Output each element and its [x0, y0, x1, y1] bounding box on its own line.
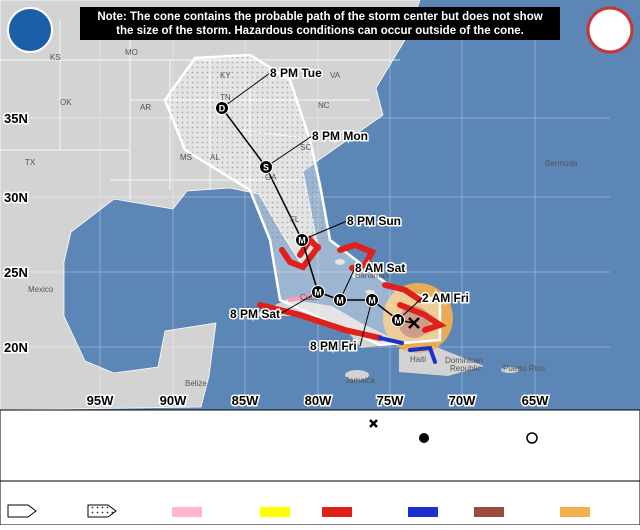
place-label: OK	[60, 98, 72, 107]
place-label: GA	[265, 173, 277, 182]
marker-letter: M	[298, 236, 306, 246]
place-label: Haiti	[410, 355, 426, 364]
place-label: KY	[220, 71, 231, 80]
place-label: VA	[330, 71, 341, 80]
time-label: 8 PM Mon	[312, 129, 368, 143]
forecast-marker	[215, 101, 229, 115]
marker-letter: M	[368, 296, 376, 306]
place-label: TX	[25, 158, 36, 167]
leader-line	[221, 72, 271, 109]
day45-icon	[87, 504, 117, 518]
time-label: 8 PM Sat	[230, 307, 280, 321]
place-label: MS	[180, 153, 192, 162]
marker-letter: M	[394, 316, 402, 326]
swatch	[408, 507, 438, 517]
swatch	[172, 507, 202, 517]
hispaniola	[399, 346, 484, 376]
place-label: AR	[140, 103, 151, 112]
place-label: KS	[50, 53, 61, 62]
north-america	[0, 0, 421, 411]
marker-letter: S	[263, 163, 269, 173]
place-label: MO	[125, 48, 138, 57]
leader-line	[265, 135, 313, 168]
time-label: 8 PM Sun	[347, 214, 401, 228]
current-center	[408, 317, 420, 329]
time-label: 2 AM Fri	[422, 291, 469, 305]
time-label: 8 PM Fri	[310, 339, 357, 353]
place-label: Belize	[185, 379, 207, 388]
latitude-label: 35N	[4, 111, 28, 126]
swatch	[260, 507, 290, 517]
swatch	[474, 507, 504, 517]
warnings	[257, 235, 447, 364]
place-label: TN	[220, 93, 231, 102]
place-label: Bermuda	[545, 159, 578, 168]
forecast-marker	[391, 313, 405, 327]
place-label: AL	[210, 153, 220, 162]
longitude-label: 95W	[87, 393, 114, 408]
place-label: NC	[318, 101, 330, 110]
note-box	[80, 7, 560, 40]
leader-line	[359, 299, 373, 347]
latitude-label: 30N	[4, 190, 28, 205]
note: the size of the storm. Hazardous conditi…	[116, 25, 524, 37]
longitude-label: 70W	[449, 393, 476, 408]
ptc-icon	[526, 432, 538, 444]
puerto-rico	[501, 367, 519, 373]
place-label: Bahamas	[355, 271, 389, 280]
forecast-marker	[311, 285, 325, 299]
nws-logo	[586, 6, 634, 54]
place-label: Jamaica	[345, 376, 375, 385]
forecast-marker	[365, 293, 379, 307]
longitude-label: 75W	[377, 393, 404, 408]
latitude-label: 20N	[4, 340, 28, 355]
latitude-label: 25N	[4, 265, 28, 280]
longitude-label: 65W	[522, 393, 549, 408]
time-label: 8 PM Tue	[270, 66, 322, 80]
place-label: FL	[290, 215, 300, 224]
longitude-label: 90W	[160, 393, 187, 408]
place-label: Cuba	[300, 293, 320, 302]
tc-icon	[419, 433, 429, 443]
place-label: Puerto Rico	[503, 364, 545, 373]
noaa-logo	[7, 7, 53, 53]
place-label: Mexico	[28, 285, 54, 294]
note: Note: The cone contains the probable pat…	[97, 11, 542, 23]
marker-letter: D	[219, 104, 226, 114]
day13-icon	[7, 504, 37, 518]
forecast-marker	[333, 293, 347, 307]
swatch	[322, 507, 352, 517]
longitude-label: 85W	[232, 393, 259, 408]
swatch	[560, 507, 590, 517]
forecast-marker	[259, 160, 273, 174]
place-label: Republic	[450, 364, 481, 373]
current-x-icon	[369, 419, 378, 428]
leader-line	[279, 291, 319, 315]
place-label: Dominican	[445, 356, 483, 365]
marker-letter: M	[314, 288, 322, 298]
marker-letter: M	[336, 296, 344, 306]
place-label: SC	[300, 143, 311, 152]
leader-line	[301, 220, 348, 241]
time-label: 8 AM Sat	[355, 261, 405, 275]
cone-day45	[165, 55, 330, 240]
forecast-marker	[295, 233, 309, 247]
longitude-label: 80W	[305, 393, 332, 408]
jamaica	[345, 370, 369, 380]
